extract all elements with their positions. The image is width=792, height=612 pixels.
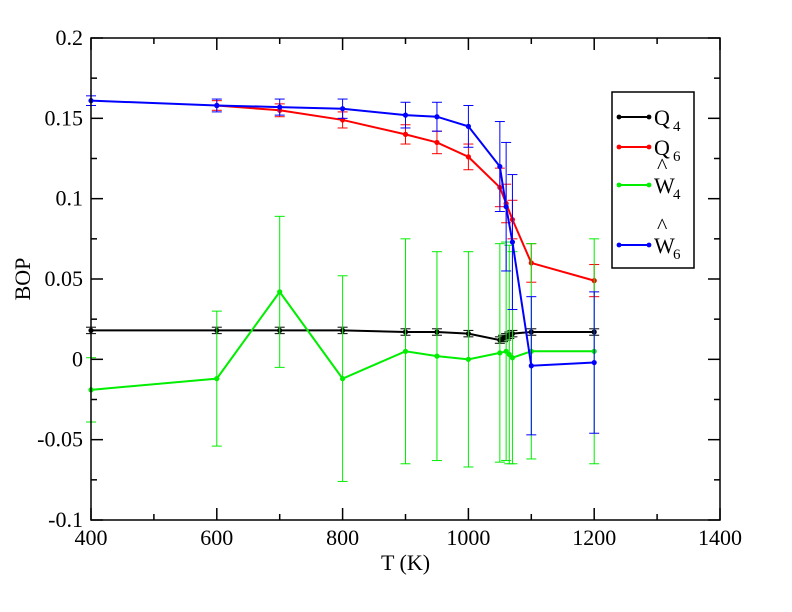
data-point: [402, 131, 409, 137]
data-point: [465, 123, 471, 129]
data-point: [465, 356, 471, 362]
y-tick-label: 0.2: [56, 25, 84, 50]
x-tick-label: 1200: [572, 525, 616, 550]
data-point: [497, 163, 503, 170]
data-point: [528, 363, 534, 369]
axes: 400 600 800 1000 1200 1400 -0.1 -0.05 0 0.05 0.1 0.…: [37, 25, 742, 550]
legend-marker: [646, 114, 652, 120]
data-point: [465, 154, 471, 160]
legend-hat: ^: [657, 213, 668, 238]
y-tick-label: -0.05: [37, 427, 83, 452]
data-point: [434, 139, 440, 146]
x-tick-label: 600: [200, 525, 233, 550]
data-point: [503, 348, 509, 354]
legend: Q 4Q 6^W4^W6: [611, 91, 695, 269]
data-point: [277, 289, 283, 295]
data-point: [591, 359, 597, 366]
data-point: [434, 353, 440, 359]
legend-subscript: 6: [673, 149, 681, 165]
legend-subscript: 6: [673, 247, 681, 263]
data-point: [402, 348, 409, 354]
legend-subscript: 4: [673, 119, 681, 135]
legend-label: Q: [654, 135, 670, 160]
legend-marker: [646, 182, 652, 188]
x-tick-label: 800: [326, 525, 359, 550]
data-point: [434, 114, 440, 120]
legend-subscript: 4: [673, 187, 681, 203]
plot-area: [86, 95, 600, 482]
data-point: [340, 376, 346, 382]
data-point: [509, 239, 516, 245]
legend-marker: [616, 144, 622, 150]
legend-label: Q: [654, 105, 670, 130]
series-line: [90, 99, 595, 367]
data-point: [214, 376, 220, 382]
legend-marker: [646, 144, 652, 150]
data-point: [214, 102, 220, 109]
legend-marker: [616, 182, 622, 188]
series-w4: [86, 215, 600, 482]
legend-marker: [646, 242, 652, 248]
legend-label: W: [654, 233, 675, 258]
legend-label: W: [654, 173, 675, 198]
x-tick-label: 1400: [698, 525, 742, 550]
y-tick-label: 0.05: [45, 266, 84, 291]
legend-marker: [616, 242, 622, 248]
data-point: [277, 104, 283, 110]
data-point: [497, 350, 503, 356]
y-axis-label: BOP: [10, 258, 35, 301]
y-tick-label: 0: [72, 346, 83, 371]
legend-hat: ^: [657, 153, 668, 178]
series-w6: [86, 95, 600, 436]
x-tick-label: 1000: [446, 525, 490, 550]
x-axis-label: T (K): [381, 550, 430, 575]
x-tick-label: 400: [75, 525, 108, 550]
data-point: [506, 351, 512, 358]
legend-marker: [616, 114, 622, 120]
legend-box: [611, 91, 695, 269]
data-point: [503, 204, 509, 210]
data-point: [402, 112, 409, 118]
y-tick-label: 0.15: [45, 105, 84, 130]
y-tick-label: 0.1: [56, 186, 84, 211]
data-point: [340, 106, 346, 112]
y-tick-label: -0.1: [48, 507, 83, 532]
data-point: [509, 355, 516, 361]
